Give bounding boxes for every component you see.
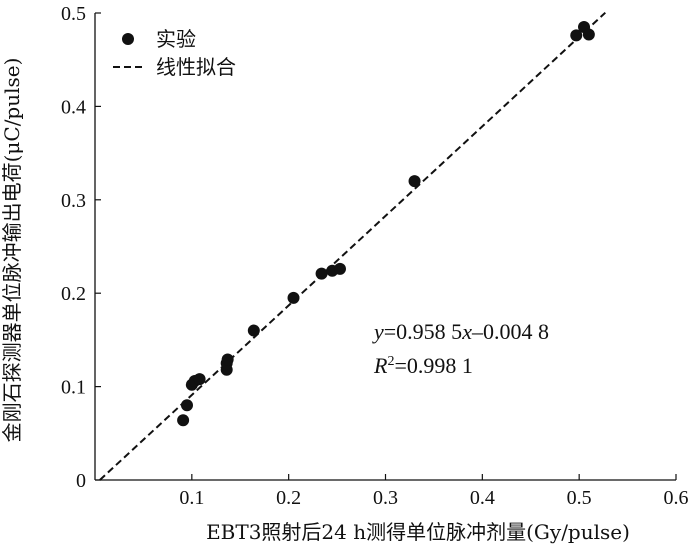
data-point — [177, 414, 190, 427]
fit-annotation: y=0.958 5x–0.004 8 R2=0.998 1 — [372, 319, 549, 378]
data-point — [287, 291, 300, 304]
y-tick-label: 0.5 — [61, 3, 86, 25]
y-axis-title: 金刚石探测器单位脉冲输出电荷(μC/pulse) — [0, 58, 24, 443]
x-axis-title: EBT3照射后24 h测得单位脉冲剂量(Gy/pulse) — [206, 520, 630, 544]
y-tick-label: 0.4 — [61, 96, 86, 118]
data-point — [408, 175, 421, 188]
x-tick-label: 0.1 — [179, 487, 204, 509]
data-point — [221, 353, 234, 366]
fit-equation: y=0.958 5x–0.004 8 — [372, 319, 549, 344]
data-points — [177, 21, 595, 427]
x-ticks: 0.1 0.2 0.3 0.4 0.5 0.6 — [179, 474, 689, 509]
equation-part-2: –0.004 8 — [471, 319, 549, 344]
data-point — [333, 262, 346, 275]
legend-scatter-marker — [122, 33, 134, 45]
x-tick-label: 0.6 — [664, 487, 689, 509]
legend-fit-label: 线性拟合 — [156, 55, 236, 79]
r-squared: R2=0.998 1 — [373, 353, 473, 378]
y-tick-label: 0.1 — [61, 377, 86, 399]
x-tick-label: 0.4 — [470, 487, 495, 509]
equation-x-var: x — [461, 319, 472, 344]
y-tick-label: 0.3 — [61, 190, 86, 212]
x-tick-label: 0.3 — [373, 487, 398, 509]
data-point — [247, 324, 260, 337]
legend-scatter-label: 实验 — [156, 27, 196, 51]
data-point — [582, 28, 595, 41]
legend: 实验 线性拟合 — [113, 27, 236, 79]
data-point — [180, 399, 193, 412]
equation-y-var: y — [372, 319, 384, 344]
r-superscript: 2 — [387, 354, 394, 369]
equation-part-1: =0.958 5 — [384, 319, 462, 344]
r-var: R — [373, 353, 388, 378]
y-tick-label: 0.2 — [61, 283, 86, 305]
r-value: =0.998 1 — [394, 353, 472, 378]
data-point — [193, 373, 206, 386]
data-point — [315, 267, 328, 280]
x-tick-label: 0.5 — [567, 487, 592, 509]
data-point — [570, 29, 583, 42]
y-ticks: 0 0.1 0.2 0.3 0.4 0.5 — [61, 3, 101, 492]
x-tick-label: 0.2 — [276, 487, 301, 509]
y-tick-label: 0 — [76, 470, 86, 492]
